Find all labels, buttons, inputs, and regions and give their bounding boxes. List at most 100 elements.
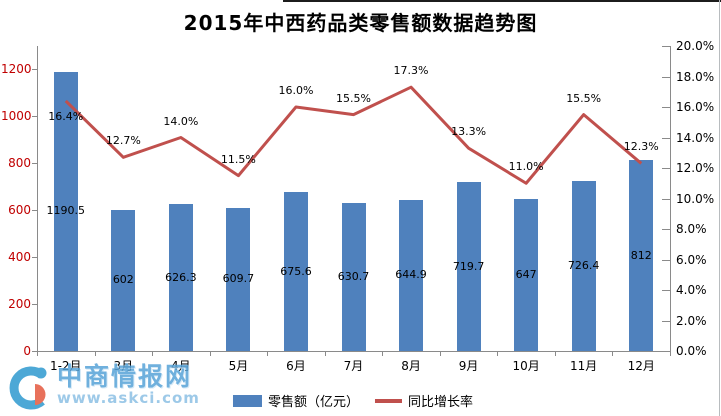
bar-value-label: 726.4 xyxy=(567,258,600,272)
chart-title: 2015年中西药品类零售额数据趋势图 xyxy=(183,11,538,35)
x-axis-tick xyxy=(554,352,556,356)
x-axis-category-label: 4月 xyxy=(171,359,191,373)
right-axis-tick-label: 0.0% xyxy=(676,344,707,358)
bar xyxy=(571,180,596,351)
legend: 零售额（亿元） 同比增长率 xyxy=(232,391,474,410)
left-axis-tick xyxy=(32,116,37,118)
bar xyxy=(399,199,424,351)
right-axis-tick-label: 2.0% xyxy=(676,313,707,328)
x-axis-category-label: 11月 xyxy=(570,359,598,373)
left-axis-tick xyxy=(32,351,37,352)
bar-value-label: 609.7 xyxy=(222,272,255,286)
x-axis-category-label: 9月 xyxy=(458,359,479,373)
right-axis-tick-label: 16.0% xyxy=(676,100,715,114)
right-axis-tick xyxy=(662,320,670,322)
legend-line-label: 同比增长率 xyxy=(408,395,474,410)
x-axis-category-label: 3月 xyxy=(113,359,134,373)
line-point-label: 11.0% xyxy=(508,160,544,174)
left-axis-tick-label: 800 xyxy=(8,156,31,171)
x-axis-tick xyxy=(670,352,671,356)
x-axis-tick xyxy=(324,352,326,356)
right-axis-tick xyxy=(662,229,670,230)
right-axis-tick-label: 20.0% xyxy=(676,39,715,53)
bar xyxy=(456,182,481,351)
right-axis-tick xyxy=(662,76,670,78)
x-axis-category-label: 6月 xyxy=(286,359,306,373)
x-axis-category-label: 7月 xyxy=(343,359,364,373)
left-axis-tick-label: 400 xyxy=(8,250,31,265)
bar xyxy=(341,203,366,351)
line-point-label: 12.7% xyxy=(105,134,141,148)
line-point-label: 16.0% xyxy=(278,84,314,97)
right-axis-line xyxy=(670,46,671,351)
bar xyxy=(629,160,654,351)
x-axis-category-label: 12月 xyxy=(627,359,655,373)
left-axis-tick xyxy=(32,304,37,306)
right-axis-tick-label: 18.0% xyxy=(676,69,715,84)
line-point-label: 17.3% xyxy=(393,64,429,78)
left-axis-tick xyxy=(32,163,37,165)
line-point-label: 16.4% xyxy=(48,109,84,123)
x-axis-tick xyxy=(37,352,38,356)
bar xyxy=(226,207,251,351)
x-axis-tick xyxy=(94,352,96,356)
x-axis-tick xyxy=(497,352,499,356)
right-axis-tick-label: 4.0% xyxy=(676,283,707,297)
left-axis-line xyxy=(37,46,38,351)
right-axis-tick-label: 6.0% xyxy=(676,252,707,267)
x-axis-tick xyxy=(612,352,614,356)
line-point-label: 12.3% xyxy=(623,140,659,154)
left-axis-tick-label: 600 xyxy=(8,203,31,218)
bar-value-label: 630.7 xyxy=(337,270,370,283)
left-axis-tick xyxy=(32,257,37,259)
right-axis-tick-label: 10.0% xyxy=(676,191,715,206)
line-point-label: 13.3% xyxy=(451,125,487,139)
bar-value-label: 626.3 xyxy=(165,270,197,284)
right-border-line xyxy=(719,0,720,416)
bar xyxy=(53,71,78,351)
right-axis-tick xyxy=(662,107,670,108)
bar-value-label: 602 xyxy=(112,273,134,287)
line-point-label: 15.5% xyxy=(336,91,371,105)
left-axis-tick-label: 0 xyxy=(23,344,31,358)
x-axis-category-label: 5月 xyxy=(228,359,249,373)
legend-line-swatch xyxy=(375,398,402,403)
x-axis-category-label: 8月 xyxy=(401,359,421,373)
bar-value-label: 812 xyxy=(630,248,652,262)
right-axis-tick xyxy=(662,137,670,139)
right-axis-tick xyxy=(662,351,670,352)
bar-value-label: 719.7 xyxy=(452,259,485,273)
right-axis-tick xyxy=(662,198,670,200)
bar xyxy=(168,204,193,351)
line-point-label: 14.0% xyxy=(163,114,199,128)
left-axis-tick-label: 200 xyxy=(8,297,31,312)
left-axis-tick xyxy=(32,69,37,71)
x-axis-tick xyxy=(439,352,441,356)
x-axis-category-label: 1-2月 xyxy=(49,359,82,373)
x-axis-tick xyxy=(267,352,269,356)
bar xyxy=(283,192,308,351)
legend-bar-label: 零售额（亿元） xyxy=(267,395,359,410)
right-axis-tick-label: 14.0% xyxy=(676,130,715,145)
right-axis-tick xyxy=(662,290,670,291)
right-axis-tick xyxy=(662,46,670,47)
top-border-line xyxy=(283,0,721,2)
left-axis-tick xyxy=(32,210,37,212)
right-axis-tick-label: 8.0% xyxy=(676,222,707,236)
right-axis-tick-label: 12.0% xyxy=(676,161,715,175)
left-axis-tick-label: 1200 xyxy=(1,62,32,77)
bar-value-label: 644.9 xyxy=(395,268,427,282)
bar-value-label: 675.6 xyxy=(280,264,312,278)
bar xyxy=(111,209,136,351)
right-axis-tick xyxy=(662,168,670,169)
x-axis-tick xyxy=(209,352,211,356)
x-axis-tick xyxy=(382,352,384,356)
left-axis-tick-label: 1000 xyxy=(1,109,32,124)
right-axis-tick xyxy=(662,259,670,261)
bottom-axis-line xyxy=(37,351,671,352)
x-axis-tick xyxy=(152,352,154,356)
bar-value-label: 647 xyxy=(515,268,537,282)
line-point-label: 11.5% xyxy=(220,152,256,166)
